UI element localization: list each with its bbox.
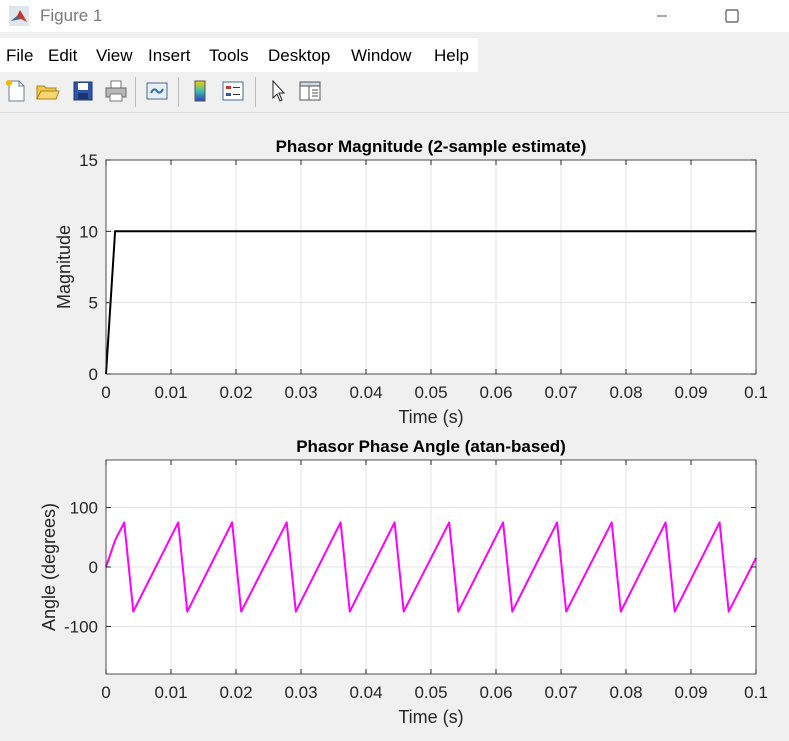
x-tick-label: 0.06 (479, 683, 512, 702)
window-title: Figure 1 (40, 6, 103, 25)
y-axis-label: Angle (degrees) (39, 503, 59, 631)
y-tick-label: 15 (79, 151, 98, 170)
x-tick-label: 0.07 (544, 383, 577, 402)
x-tick-label: 0.1 (744, 683, 768, 702)
y-tick-label: 0 (89, 365, 98, 384)
menu-window[interactable]: Window (351, 46, 412, 65)
data-series-line (105, 521, 757, 613)
print-icon[interactable] (103, 78, 129, 104)
pointer-icon[interactable] (265, 78, 291, 104)
x-axis-label: Time (s) (398, 707, 463, 727)
legend-icon[interactable] (220, 78, 246, 104)
x-tick-label: 0.04 (349, 683, 382, 702)
x-tick-label: 0.04 (349, 383, 382, 402)
menu-file[interactable]: File (6, 46, 34, 65)
toolbar-separator (178, 77, 179, 107)
new-figure-icon[interactable] (3, 78, 29, 104)
x-axis-label: Time (s) (398, 407, 463, 427)
x-tick-label: 0.1 (744, 383, 768, 402)
toolbar (0, 72, 789, 113)
y-tick-label: 0 (89, 558, 98, 577)
x-tick-label: 0.05 (414, 383, 447, 402)
x-tick-label: 0.07 (544, 683, 577, 702)
phase-angle-axes[interactable]: 0 0.01 0.02 0.03 0.04 0.05 0.06 0.07 0.08 0.09 0.1… (39, 437, 768, 727)
x-tick-label: 0.05 (414, 683, 447, 702)
plot-canvas[interactable]: 0 0.01 0.02 0.03 0.04 0.05 0.06 0.07 0.08 0.09 0.1… (0, 113, 789, 736)
menu-edit[interactable]: Edit (48, 46, 78, 65)
x-tick-label: 0 (101, 683, 110, 702)
minimize-icon[interactable] (650, 6, 674, 26)
menu-help[interactable]: Help (434, 46, 469, 65)
title-bar: Figure 1 (0, 0, 789, 32)
x-tick-label: 0.09 (674, 383, 707, 402)
x-tick-label: 0.02 (219, 683, 252, 702)
x-tick-label: 0.03 (284, 683, 317, 702)
magnitude-axes[interactable]: 0 0.01 0.02 0.03 0.04 0.05 0.06 0.07 0.08 0.09 0.1… (54, 137, 768, 427)
open-file-icon[interactable] (34, 78, 60, 104)
menu-insert[interactable]: Insert (148, 46, 191, 65)
y-axis-label: Magnitude (54, 225, 74, 309)
x-tick-label: 0.03 (284, 383, 317, 402)
y-tick-label: 5 (89, 294, 98, 313)
x-tick-label: 0.01 (154, 383, 187, 402)
data-series-line (105, 230, 756, 375)
toolbar-separator (255, 77, 256, 107)
menu-desktop[interactable]: Desktop (268, 46, 331, 65)
save-icon[interactable] (70, 78, 96, 104)
link-icon[interactable] (144, 78, 170, 104)
menu-tools[interactable]: Tools (209, 46, 249, 65)
x-tick-label: 0.02 (219, 383, 252, 402)
toolbar-separator (135, 77, 136, 107)
x-tick-label: 0.06 (479, 383, 512, 402)
x-tick-label: 0.01 (154, 683, 187, 702)
x-tick-label: 0 (101, 383, 110, 402)
figure-canvas: 0 0.01 0.02 0.03 0.04 0.05 0.06 0.07 0.08 0.09 0.1… (0, 113, 789, 736)
y-tick-label: 10 (79, 222, 98, 241)
menu-view[interactable]: View (96, 46, 133, 65)
y-tick-label: 100 (70, 499, 98, 518)
chart-title: Phasor Magnitude (2-sample estimate) (276, 137, 587, 156)
maximize-icon[interactable] (720, 6, 744, 26)
colorbar-icon[interactable] (187, 78, 213, 104)
x-tick-label: 0.09 (674, 683, 707, 702)
matlab-logo-icon (9, 6, 29, 26)
x-tick-label: 0.08 (609, 683, 642, 702)
menu-bar: File Edit View Insert Tools Desktop Wind… (0, 38, 789, 72)
chart-title: Phasor Phase Angle (atan-based) (296, 437, 566, 456)
property-inspector-icon[interactable] (297, 78, 323, 104)
x-tick-label: 0.08 (609, 383, 642, 402)
y-tick-label: -100 (64, 617, 98, 636)
